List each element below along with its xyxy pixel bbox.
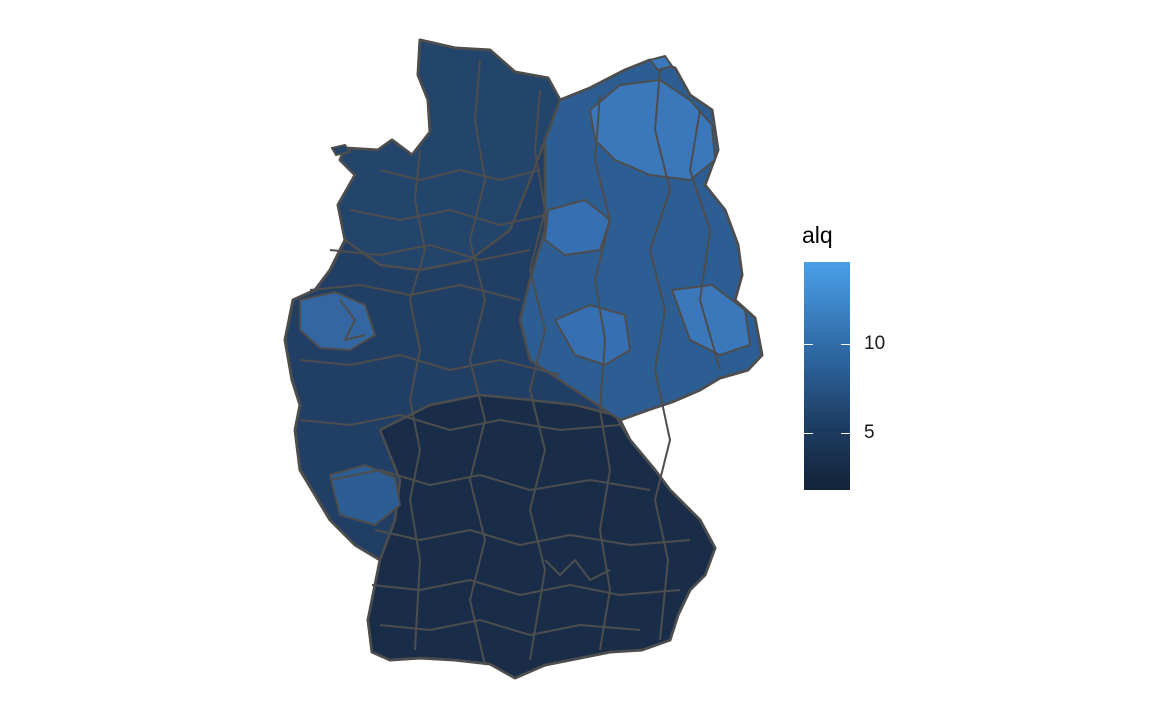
region-east-high-1 — [588, 78, 717, 182]
district-borders — [299, 59, 721, 666]
island — [330, 143, 352, 157]
region-east-high-3 — [553, 303, 632, 367]
legend-tick-label: 10 — [864, 332, 886, 354]
legend-color-bar — [804, 262, 850, 490]
legend-tick-right-mark — [841, 433, 850, 434]
legend-tick-left-mark — [804, 343, 813, 345]
region-ruhr — [299, 290, 377, 352]
legend-tick-left-mark — [804, 433, 813, 434]
region-east-high-4 — [670, 283, 752, 357]
island — [648, 54, 674, 72]
legend-title: alq — [802, 222, 833, 248]
region-east-high-2 — [543, 198, 612, 257]
legend-tick-right-mark — [841, 343, 850, 345]
region-saar — [328, 463, 402, 527]
legend-tick-label: 5 — [864, 422, 875, 443]
